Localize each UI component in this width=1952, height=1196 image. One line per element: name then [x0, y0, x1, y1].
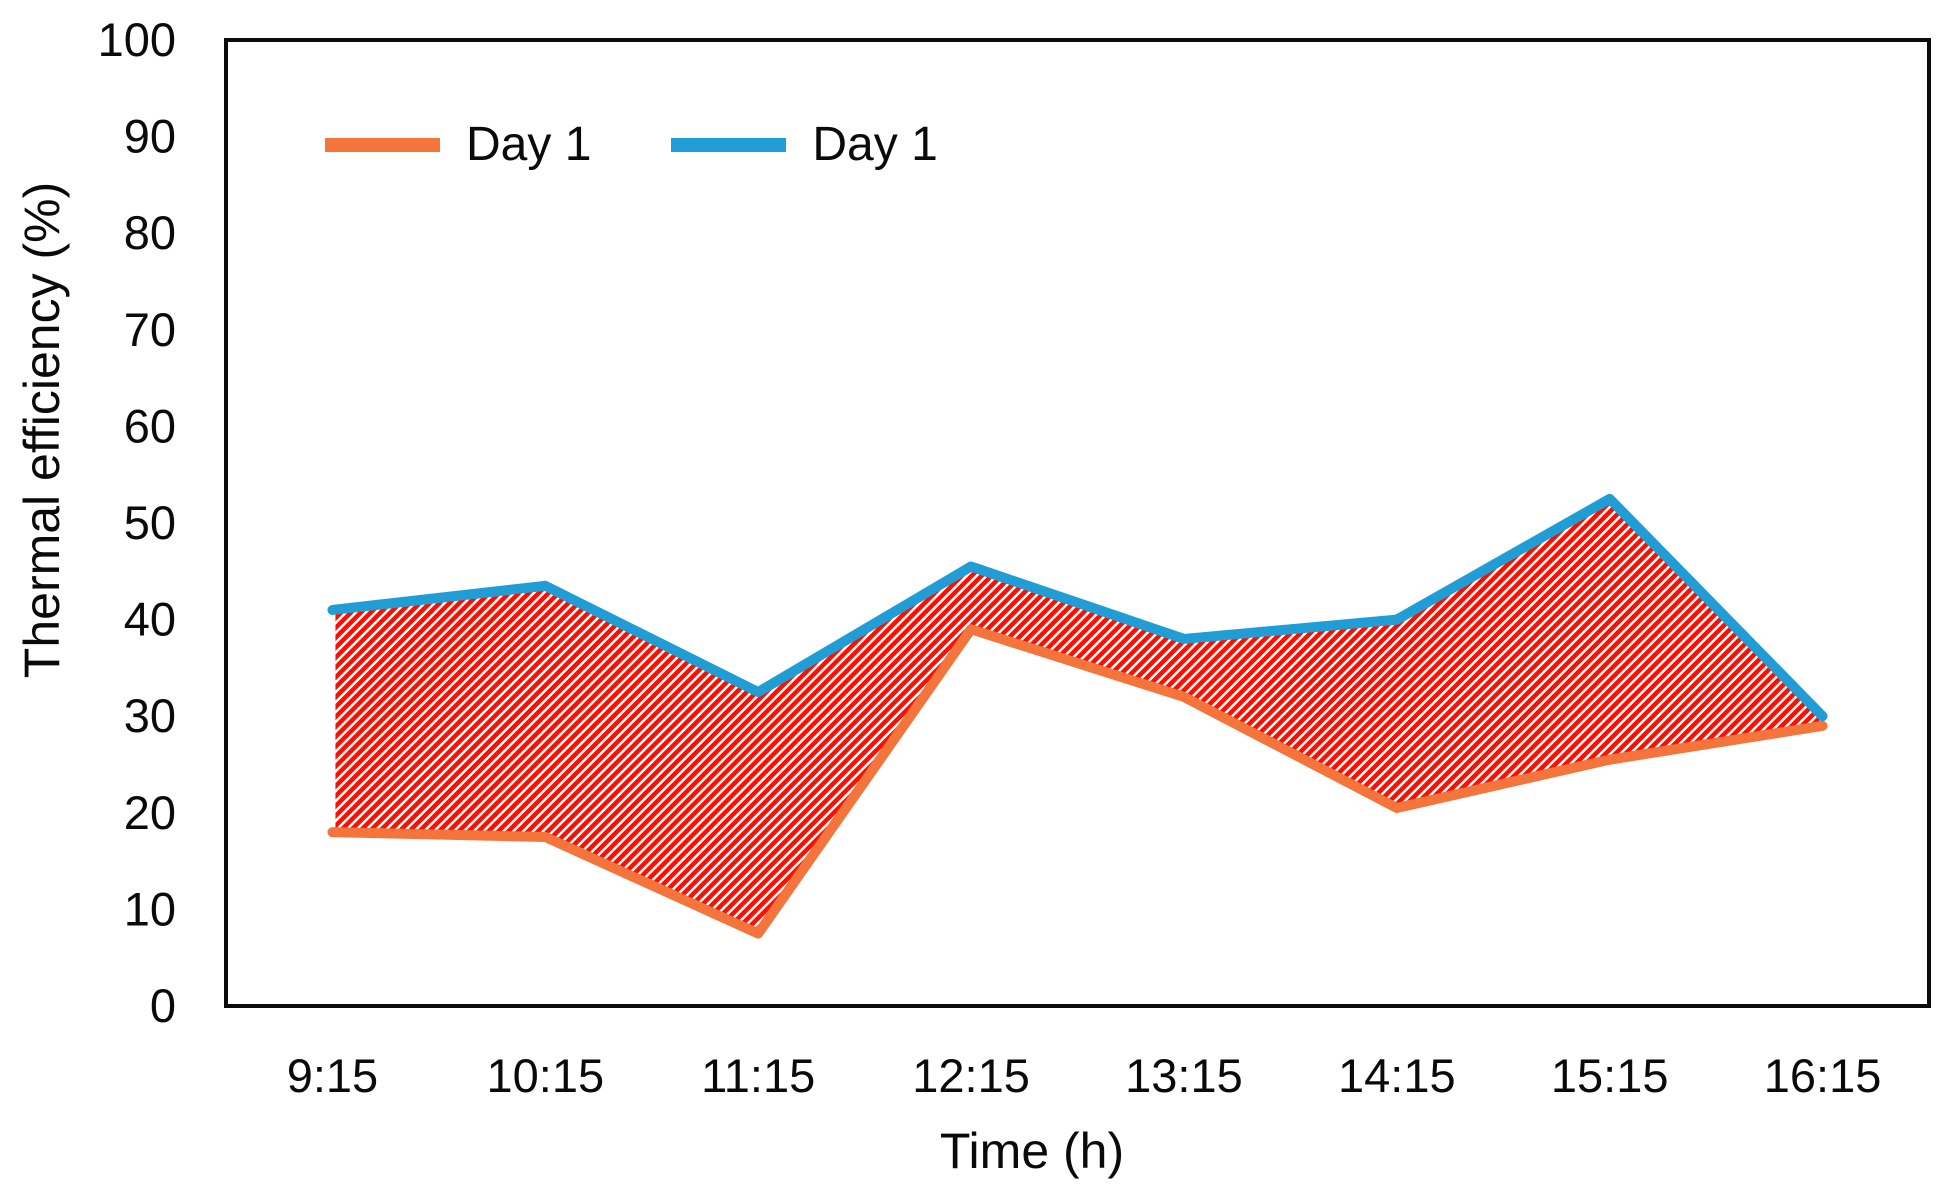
x-tick-label: 16:15	[1764, 1049, 1882, 1102]
legend-swatch-orange	[325, 138, 440, 152]
x-tick-label: 15:15	[1551, 1049, 1669, 1102]
plot-border	[224, 38, 1931, 1008]
legend-swatch-blue	[671, 138, 787, 152]
x-tick-label: 10:15	[487, 1049, 605, 1102]
y-axis-title: Thermal efficiency (%)	[14, 181, 70, 679]
x-axis-title: Time (h)	[939, 1123, 1125, 1179]
y-tick-label: 80	[124, 206, 176, 259]
y-tick-label: 70	[124, 303, 176, 356]
legend-label-lower: Day 1	[466, 118, 592, 171]
x-tick-label: 13:15	[1125, 1049, 1243, 1102]
y-tick-label: 50	[124, 496, 176, 549]
y-tick-label: 100	[98, 13, 176, 66]
series-line-day1-lower	[327, 624, 1828, 939]
legend: Day 1 Day 1	[325, 110, 938, 180]
legend-label-upper: Day 1	[812, 118, 938, 171]
efficiency-band-hatch	[329, 495, 1826, 937]
x-tick-label: 9:15	[287, 1049, 378, 1102]
y-tick-label: 10	[124, 882, 176, 935]
legend-item-lower: Day 1	[325, 121, 591, 169]
y-tick-label: 30	[124, 689, 176, 742]
x-tick-label: 14:15	[1338, 1049, 1456, 1102]
legend-item-upper: Day 1	[671, 118, 938, 171]
y-tick-label: 90	[124, 110, 176, 163]
y-tick-label: 20	[124, 786, 176, 839]
x-tick-label: 12:15	[912, 1049, 1030, 1102]
y-tick-label: 40	[124, 593, 176, 646]
y-tick-label: 60	[124, 399, 176, 452]
series-line-day1-upper	[327, 493, 1828, 722]
y-tick-label: 0	[150, 979, 176, 1032]
x-tick-label: 11:15	[701, 1049, 815, 1102]
